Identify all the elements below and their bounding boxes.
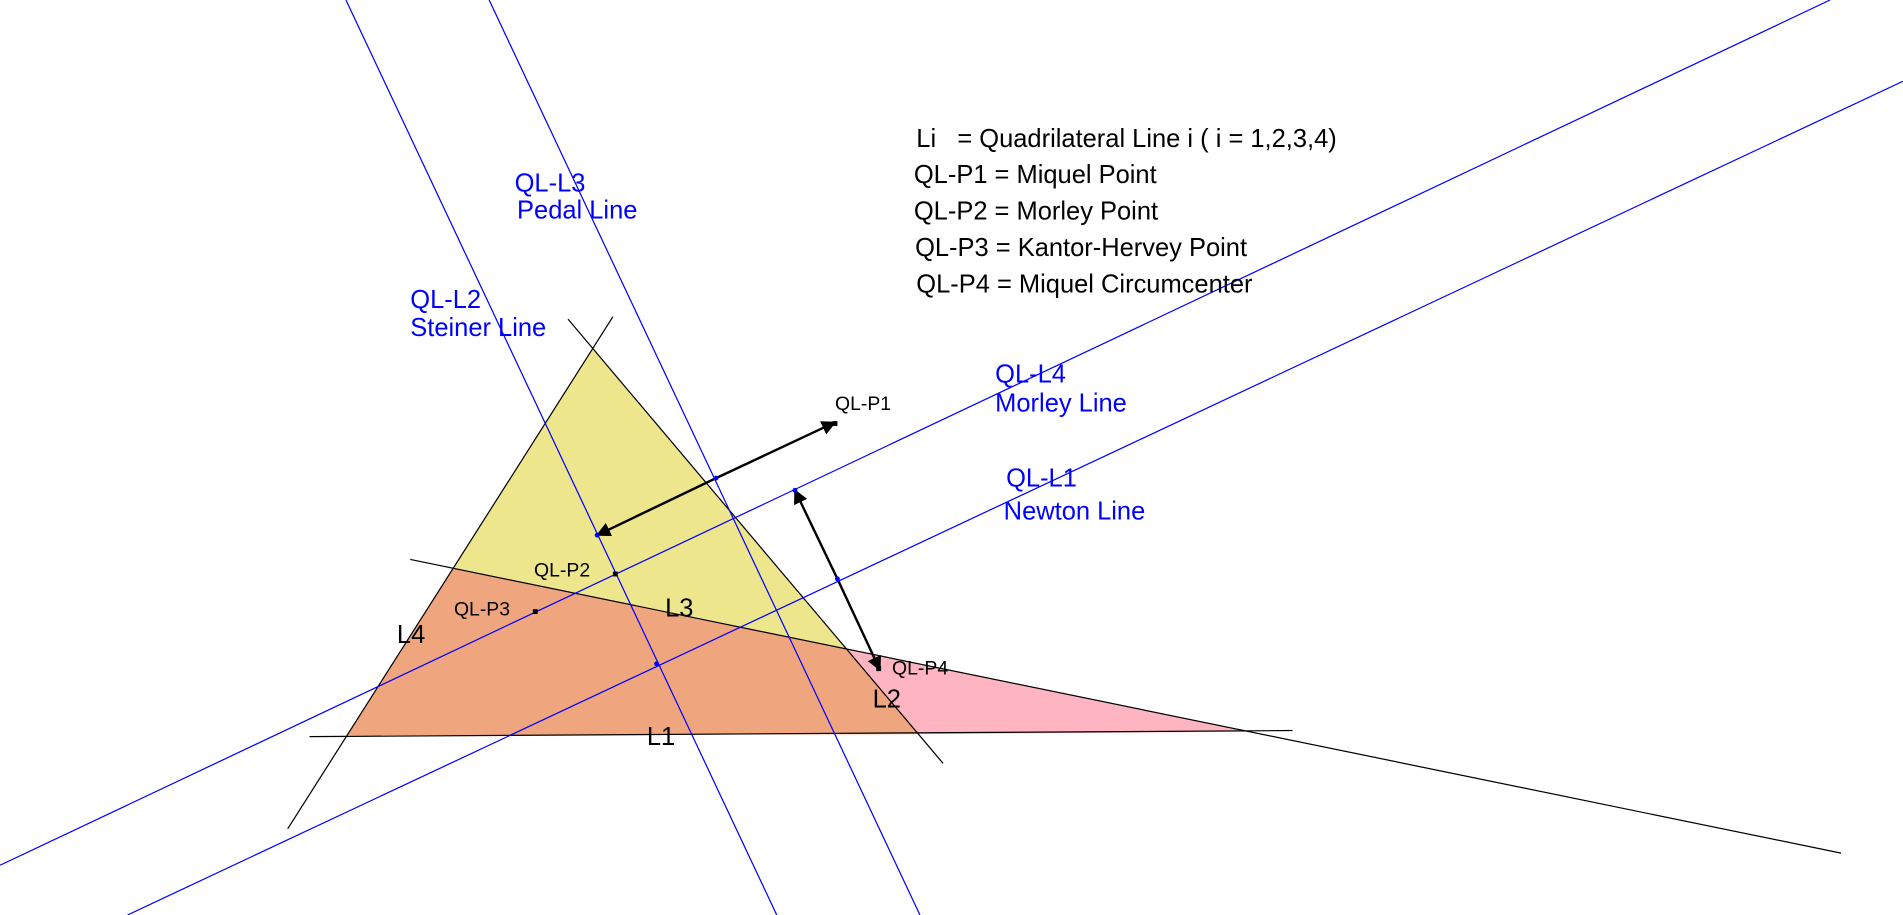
legend-line: QL-P3 = Kantor-Hervey Point xyxy=(915,234,1247,262)
line-name: Steiner Line xyxy=(410,314,546,342)
quad-line-label: L1 xyxy=(647,723,675,751)
line-id: QL-L2 xyxy=(410,286,481,314)
arrow xyxy=(595,477,717,537)
arrow xyxy=(836,578,882,672)
steiner-line xyxy=(345,0,778,915)
morley-line xyxy=(0,0,1831,866)
points xyxy=(532,421,882,672)
line-name: Morley Line xyxy=(995,389,1127,417)
line-name: Pedal Line xyxy=(517,196,637,224)
line-l3 xyxy=(410,558,1842,854)
yellow-region xyxy=(453,348,848,650)
quad-line-label: L4 xyxy=(397,621,425,649)
pink-region xyxy=(847,649,1251,735)
legend-line: QL-P1 = Miquel Point xyxy=(914,161,1157,189)
line-id: QL-L4 xyxy=(995,360,1066,388)
arrow xyxy=(793,488,839,580)
quad-line-label: L3 xyxy=(665,594,693,622)
point-label: QL-P3 xyxy=(454,598,510,620)
legend-line: QL-P4 = Miquel Circumcenter xyxy=(916,270,1253,298)
quad-line-label: L2 xyxy=(873,685,901,713)
line-id: QL-L1 xyxy=(1006,465,1077,493)
blue-dots xyxy=(594,475,840,667)
line-l2 xyxy=(567,318,944,764)
arrow xyxy=(715,421,837,480)
legend-line: QL-P2 = Morley Point xyxy=(914,198,1158,226)
newton-line xyxy=(127,80,1903,915)
point-label: QL-P4 xyxy=(892,658,948,680)
legend-line: Li = Quadrilateral Line i ( i = 1,2,3,4) xyxy=(916,125,1336,153)
orange-region xyxy=(347,567,919,736)
point-label: QL-P2 xyxy=(534,559,590,581)
line-l1 xyxy=(309,729,1293,738)
line-id: QL-L3 xyxy=(515,170,586,198)
point-label: QL-P1 xyxy=(835,393,891,415)
line-name: Newton Line xyxy=(1004,497,1146,525)
pedal-line xyxy=(488,0,921,915)
line-l4 xyxy=(287,316,614,830)
